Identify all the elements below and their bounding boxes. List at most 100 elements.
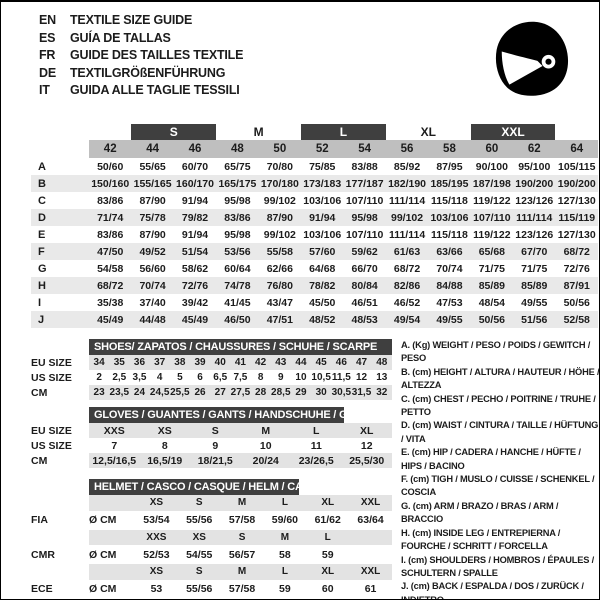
- measurement-row: G 54/58 56/60 58/62 60/64 62/66 64/68 66/70 68/7…: [31, 260, 598, 277]
- helmet-size-table: HELMET / CASCO / CASQUE / HELM / CASCOXS…: [31, 479, 392, 599]
- size-cell: 8: [257, 372, 264, 383]
- measurement-cell: 60/64: [224, 262, 251, 275]
- shoes-size-table: SHOES/ ZAPATOS / CHAUSSURES / SCHUHE / S…: [31, 339, 392, 400]
- row-letter: H: [31, 277, 89, 294]
- measurement-cell: 155/165: [131, 175, 174, 192]
- measurement-cell: 74/78: [216, 277, 259, 294]
- helmet-size-value: 59: [306, 545, 350, 564]
- size-number: 58: [428, 140, 471, 158]
- size-cell: 36: [129, 355, 150, 370]
- measurement-cell: 37/40: [139, 296, 166, 309]
- size-number: 60: [470, 140, 514, 158]
- size-number: 64: [555, 140, 598, 158]
- row-letter: J: [31, 311, 89, 328]
- size-cell: 2: [96, 372, 102, 383]
- size-band-label: XXL: [470, 124, 556, 140]
- row-letter: A: [38, 160, 46, 173]
- size-cell: 13: [376, 372, 388, 383]
- measurement-cell: 79/82: [173, 209, 217, 226]
- size-band-label: L: [301, 124, 386, 140]
- size-cell: 9: [278, 372, 284, 383]
- main-size-table: S M L XL XXL 42 44 46 48 50 52 54 56 58 60 62 64 A 50/60 55…: [31, 124, 598, 328]
- legend-item: D. (cm) WAIST / CINTURA / TAILLE / HÜFTU…: [401, 420, 599, 444]
- measurement-cell: 55/65: [139, 160, 166, 173]
- measurement-cell: 70/74: [131, 277, 174, 294]
- size-band-label: M: [216, 124, 302, 140]
- sub-table-row: CM 12,5/16,5 16,5/19 18/21,5 20/24 23/26,5 25,…: [31, 453, 392, 468]
- helmet-size-value: [349, 545, 392, 564]
- measurement-cell: 107/110: [470, 209, 514, 226]
- size-cell: 10: [259, 439, 272, 452]
- size-cell: 30: [311, 385, 332, 400]
- helmet-value-row: ECE Ø CM 53 55/56 57/58 59 60 61: [31, 579, 392, 599]
- size-cell: 32: [371, 385, 392, 400]
- sub-table-header-row: GLOVES / GUANTES / GANTS / HANDSCHUHE / …: [31, 407, 392, 423]
- language-label: GUIDA ALLE TAGLIE TESSILI: [70, 83, 240, 97]
- language-label: GUÍA DE TALLAS: [70, 30, 171, 45]
- language-list: EN TEXTILE SIZE GUIDE ES GUÍA DE TALLAS FR GU…: [39, 12, 243, 100]
- measurement-cell: 67/70: [513, 243, 556, 260]
- helmet-size-label: XXL: [349, 564, 392, 580]
- measurement-cell: 95/98: [343, 209, 386, 226]
- measurement-cell: 103/106: [428, 209, 471, 226]
- size-cell: 37: [149, 355, 170, 370]
- helmet-size-row: XS S M L XL XXL: [31, 495, 392, 511]
- measurement-cell: 49/52: [131, 243, 174, 260]
- helmet-size-value: 61/62: [306, 510, 350, 530]
- size-cell: 47: [351, 355, 372, 370]
- helmet-size-label: XS: [135, 495, 178, 511]
- measurement-cell: 115/118: [431, 228, 468, 241]
- measurement-cell: 187/198: [470, 175, 514, 192]
- size-cell: XS: [139, 423, 190, 438]
- helmet-size-label: M: [220, 564, 264, 580]
- measurement-cell: 83/86: [97, 194, 124, 207]
- unit-label: Ø CM: [89, 579, 135, 599]
- row-letter: I: [38, 296, 42, 309]
- size-cell: 24,5: [149, 385, 170, 400]
- language-code: EN: [39, 13, 56, 27]
- measurement-cell: 75/85: [309, 160, 336, 173]
- legend-item: I. (cm) SHOULDERS / HOMBROS / ÉPAULES / …: [401, 554, 594, 578]
- size-cell: 42: [250, 355, 271, 370]
- measurement-cell: 57/60: [301, 243, 344, 260]
- language-code: DE: [39, 65, 56, 80]
- measurement-cell: 54/58: [97, 262, 124, 275]
- row-letter: C: [38, 194, 46, 207]
- language-label: TEXTILGRÖßENFÜHRUNG: [70, 65, 226, 80]
- size-cell: 3,5: [132, 372, 147, 383]
- size-number-row: 42 44 46 48 50 52 54 56 58 60 62 64: [31, 140, 598, 158]
- size-number: 56: [385, 140, 429, 158]
- helmet-size-value: 58: [263, 545, 307, 564]
- measurement-cell: 85/92: [393, 160, 421, 173]
- measurement-cell: 68/72: [555, 243, 598, 260]
- size-cell: 11: [310, 439, 322, 452]
- measurement-cell: 123/126: [515, 228, 554, 241]
- measurement-cell: 103/106: [303, 228, 342, 241]
- measurement-cell: 83/86: [216, 209, 259, 226]
- measurement-cell: 80/84: [343, 277, 386, 294]
- size-cell: 7,5: [233, 372, 248, 383]
- measurement-cell: 51/54: [173, 243, 217, 260]
- size-number: 52: [301, 140, 344, 158]
- measurement-cell: 177/187: [343, 175, 386, 192]
- size-cell: 34: [89, 355, 110, 370]
- measurement-cell: 107/110: [345, 194, 384, 207]
- size-cell: 46: [331, 355, 352, 370]
- measurement-cell: 91/94: [181, 228, 209, 241]
- language-item: EN TEXTILE SIZE GUIDE: [39, 12, 243, 30]
- helmet-size-value: 55/56: [177, 579, 221, 599]
- size-cell: 45: [311, 355, 332, 370]
- measurement-cell: 46/50: [216, 311, 259, 328]
- language-label: TEXTILE SIZE GUIDE: [70, 13, 193, 27]
- size-cell: 10,5: [311, 372, 331, 383]
- size-cell: 18/21,5: [190, 453, 241, 468]
- helmet-size-label: L: [263, 564, 307, 580]
- gloves-size-table: GLOVES / GUANTES / GANTS / HANDSCHUHE / …: [31, 407, 392, 468]
- measurement-cell: 87/90: [139, 194, 166, 207]
- measurement-cell: 48/53: [343, 311, 386, 328]
- measurement-cell: 35/38: [97, 296, 124, 309]
- measurement-cell: 87/90: [139, 228, 166, 241]
- helmet-size-label: S: [177, 564, 221, 580]
- helmet-size-value: 52/53: [135, 545, 178, 564]
